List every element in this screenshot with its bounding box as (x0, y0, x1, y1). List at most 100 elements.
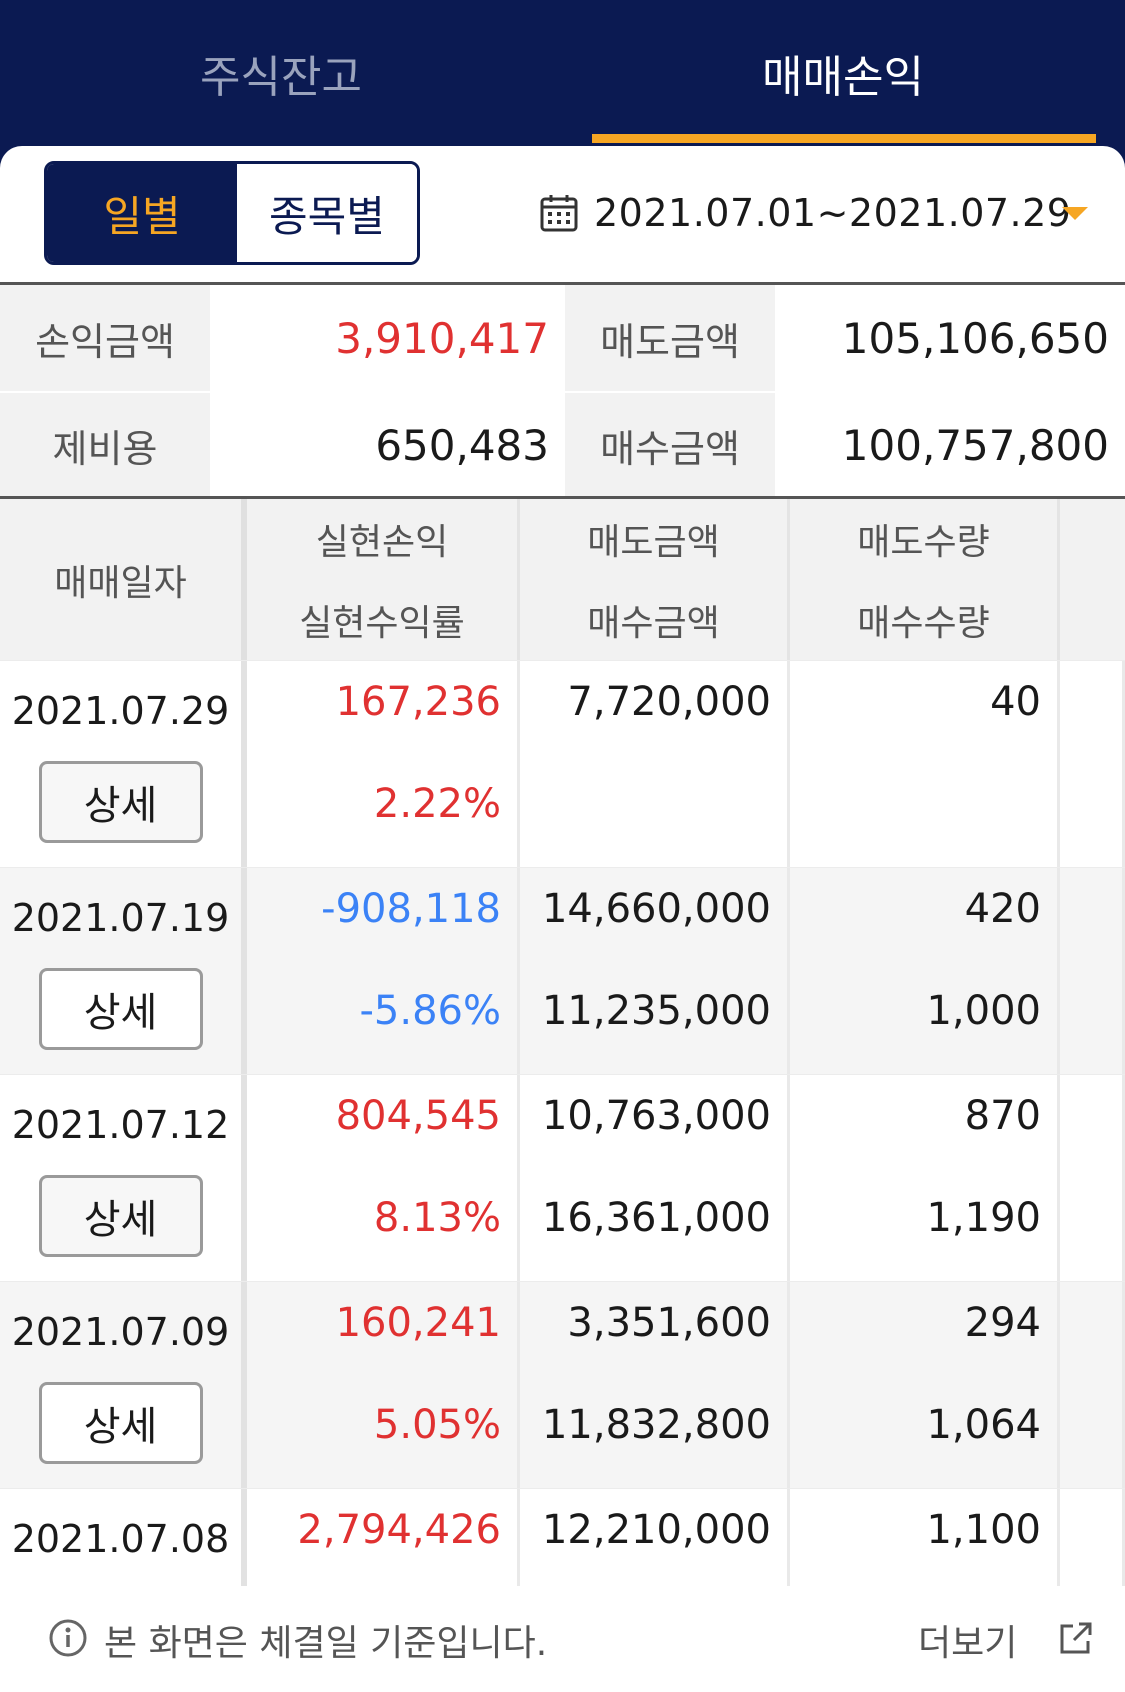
header-trade-date: 매매일자 (0, 499, 247, 660)
date-cell: 2021.07.29 상세 (0, 661, 247, 867)
buy-amount: 11,832,800 (541, 1402, 771, 1448)
realized-cell: -908,118 -5.86% (247, 868, 520, 1074)
sell-amount-value: 105,106,650 (775, 285, 1125, 391)
header-label: 매수수량 (857, 602, 990, 644)
qty-cell: 40 (790, 661, 1060, 867)
summary-table: 손익금액 3,910,417 매도금액 105,106,650 제비용 650,… (0, 282, 1125, 497)
realized-cell: 804,545 8.13% (247, 1075, 520, 1281)
info-icon (49, 1619, 87, 1657)
realized-profit: 160,241 (335, 1300, 501, 1346)
trade-date: 2021.07.09 (11, 1310, 230, 1354)
view-mode-segment: 일별 종목별 (44, 161, 420, 265)
content-sheet: 일별 종목별 2021.07.01~2021.07.29 손익금액 3,910,… (0, 146, 1125, 1692)
header-label: 실현수익률 (299, 602, 465, 644)
buy-amount-value: 100,757,800 (775, 393, 1125, 497)
realized-profit: 167,236 (335, 679, 501, 725)
sell-qty: 294 (964, 1300, 1041, 1346)
sell-qty: 40 (990, 679, 1041, 725)
summary-row: 제비용 650,483 매수금액 100,757,800 (0, 391, 1125, 497)
active-tab-indicator (592, 134, 1096, 143)
header-label: 매도수량 (857, 522, 990, 564)
buy-qty: 1,064 (926, 1402, 1041, 1448)
footer-bar: 본 화면은 체결일 기준입니다. 더보기 (0, 1586, 1125, 1692)
trade-date: 2021.07.12 (11, 1103, 230, 1147)
segment-by-stock-button[interactable]: 종목별 (237, 164, 417, 262)
date-cell: 2021.07.09 상세 (0, 1282, 247, 1488)
trade-table-body[interactable]: 2021.07.29 상세 167,236 2.22% 7,720,000 40… (0, 660, 1125, 1692)
sell-amount: 7,720,000 (567, 679, 771, 725)
header-amounts: 매도금액 매수금액 (520, 499, 790, 660)
sell-amount: 14,660,000 (541, 886, 771, 932)
tab-stock-balance[interactable]: 주식잔고 (200, 52, 362, 103)
external-link-icon[interactable] (1058, 1620, 1094, 1656)
header-label: 매도금액 (587, 522, 720, 564)
buy-amount-label: 매수금액 (565, 393, 775, 497)
fee-label: 제비용 (0, 393, 210, 497)
dropdown-caret-icon[interactable] (1062, 207, 1088, 220)
segment-daily-button[interactable]: 일별 (47, 164, 237, 262)
fee-value: 650,483 (210, 393, 565, 497)
sell-qty: 420 (964, 886, 1041, 932)
amount-cell: 7,720,000 (520, 661, 790, 867)
tab-trading-profit[interactable]: 매매손익 (762, 52, 924, 103)
trade-date: 2021.07.29 (11, 689, 230, 733)
overflow-cell (1060, 1075, 1125, 1281)
header-quantities: 매도수량 매수수량 (790, 499, 1060, 660)
profit-amount-value: 3,910,417 (210, 285, 565, 391)
date-range-picker[interactable]: 2021.07.01~2021.07.29 (540, 171, 1100, 255)
realized-profit: 2,794,426 (297, 1507, 501, 1553)
amount-cell: 3,351,600 11,832,800 (520, 1282, 790, 1488)
calendar-icon (540, 195, 578, 232)
realized-rate: 8.13% (373, 1195, 501, 1241)
realized-profit: 804,545 (335, 1093, 501, 1139)
amount-cell: 14,660,000 11,235,000 (520, 868, 790, 1074)
sell-amount: 10,763,000 (541, 1093, 771, 1139)
overflow-cell (1060, 868, 1125, 1074)
sell-qty: 1,100 (926, 1507, 1041, 1553)
detail-button[interactable]: 상세 (38, 1382, 203, 1464)
buy-qty: 1,190 (926, 1195, 1041, 1241)
header-label: 매매일자 (54, 562, 187, 604)
buy-amount: 11,235,000 (541, 988, 771, 1034)
qty-cell: 294 1,064 (790, 1282, 1060, 1488)
qty-cell: 870 1,190 (790, 1075, 1060, 1281)
date-cell: 2021.07.19 상세 (0, 868, 247, 1074)
divider (0, 496, 1125, 499)
realized-profit: -908,118 (321, 886, 501, 932)
basis-notice: 본 화면은 체결일 기준입니다. (104, 1623, 548, 1664)
header-label: 매수금액 (587, 602, 720, 644)
realized-cell: 167,236 2.22% (247, 661, 520, 867)
more-link[interactable]: 더보기 (918, 1623, 1018, 1664)
table-row: 2021.07.29 상세 167,236 2.22% 7,720,000 40 (0, 660, 1125, 867)
realized-rate: 2.22% (373, 781, 501, 827)
trade-date: 2021.07.08 (11, 1517, 230, 1561)
detail-button[interactable]: 상세 (38, 968, 203, 1050)
realized-cell: 160,241 5.05% (247, 1282, 520, 1488)
detail-button[interactable]: 상세 (38, 761, 203, 843)
header-realized: 실현손익 실현수익률 (247, 499, 520, 660)
top-tab-bar: 주식잔고 매매손익 (0, 0, 1125, 146)
sell-qty: 870 (964, 1093, 1041, 1139)
detail-button[interactable]: 상세 (38, 1175, 203, 1257)
sell-amount-label: 매도금액 (565, 285, 775, 391)
table-row: 2021.07.19 상세 -908,118 -5.86% 14,660,000… (0, 867, 1125, 1074)
table-header: 매매일자 실현손익 실현수익률 매도금액 매수금액 매도수량 매수수량 (0, 499, 1125, 660)
buy-qty: 1,000 (926, 988, 1041, 1034)
realized-rate: -5.86% (359, 988, 501, 1034)
header-label: 실현손익 (315, 522, 449, 564)
summary-row: 손익금액 3,910,417 매도금액 105,106,650 (0, 285, 1125, 391)
overflow-cell (1060, 1282, 1125, 1488)
sell-amount: 3,351,600 (567, 1300, 771, 1346)
qty-cell: 420 1,000 (790, 868, 1060, 1074)
overflow-cell (1060, 661, 1125, 867)
buy-amount: 16,361,000 (541, 1195, 771, 1241)
header-overflow-column (1060, 499, 1125, 660)
sell-amount: 12,210,000 (541, 1507, 771, 1553)
amount-cell: 10,763,000 16,361,000 (520, 1075, 790, 1281)
table-row: 2021.07.09 상세 160,241 5.05% 3,351,600 11… (0, 1281, 1125, 1488)
date-range-text: 2021.07.01~2021.07.29 (594, 191, 1072, 235)
profit-amount-label: 손익금액 (0, 285, 210, 391)
table-row: 2021.07.12 상세 804,545 8.13% 10,763,000 1… (0, 1074, 1125, 1281)
realized-rate: 5.05% (373, 1402, 501, 1448)
trade-date: 2021.07.19 (11, 896, 230, 940)
